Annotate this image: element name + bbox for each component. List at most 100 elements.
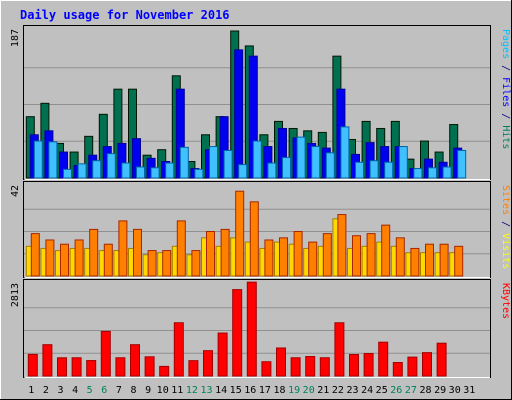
bar-kbytes-day-26 <box>392 362 403 377</box>
bar-sites-day-5 <box>89 228 99 277</box>
bar-sites-day-10 <box>162 250 172 277</box>
x-tick-label-6: 6 <box>101 385 107 396</box>
bar-kbytes-day-19 <box>290 357 301 377</box>
x-tick-label-13: 13 <box>200 385 212 396</box>
y-max-label: 42 <box>10 185 21 197</box>
bar-pages-day-22 <box>340 126 350 179</box>
legend-hits-panel: Pages / Files / Hits <box>500 29 511 149</box>
bar-pages-day-23 <box>355 161 364 179</box>
bar-kbytes-day-5 <box>86 360 97 377</box>
x-tick-label-29: 29 <box>434 385 446 396</box>
bar-kbytes-day-14 <box>217 332 228 377</box>
x-tick-label-25: 25 <box>376 385 388 396</box>
legend-entry: Visits <box>500 233 511 269</box>
bar-pages-day-1 <box>33 140 43 179</box>
bar-sites-day-19 <box>293 231 303 277</box>
bar-kbytes-day-3 <box>57 357 67 377</box>
bar-sites-day-21 <box>322 233 332 277</box>
bar-kbytes-day-12 <box>188 360 199 377</box>
bar-sites-day-8 <box>133 228 142 277</box>
bar-kbytes-day-10 <box>159 365 170 377</box>
bar-kbytes-day-20 <box>305 356 316 377</box>
bar-kbytes-day-24 <box>363 353 374 377</box>
y-max-label: 187 <box>10 29 21 47</box>
bar-pages-day-27 <box>413 168 423 179</box>
chart-panels: 187 Pages / Files / Hits 42 Sites / Visits 2… <box>10 25 511 378</box>
bar-pages-day-18 <box>282 157 291 179</box>
legend-entry: KBytes <box>500 283 511 319</box>
bar-kbytes-day-17 <box>261 361 272 377</box>
bar-sites-day-15 <box>235 190 245 277</box>
bar-kbytes-day-18 <box>276 347 286 377</box>
x-tick-label-28: 28 <box>419 385 431 396</box>
bar-sites-day-30 <box>454 245 464 277</box>
bar-pages-day-11 <box>179 146 189 179</box>
kbytes-panel: 2813 KBytes <box>10 279 511 378</box>
x-tick-label-12: 12 <box>186 385 198 396</box>
x-tick-label-27: 27 <box>405 385 417 396</box>
bar-pages-day-5 <box>92 160 102 179</box>
legend-entry: / <box>500 107 511 125</box>
legend-entry: Sites <box>500 185 511 215</box>
bar-pages-day-15 <box>238 164 248 179</box>
bar-sites-day-23 <box>352 235 361 277</box>
bar-kbytes-day-27 <box>407 356 418 377</box>
x-tick-label-22: 22 <box>332 385 344 396</box>
bar-sites-day-20 <box>308 241 318 277</box>
bar-pages-day-3 <box>63 168 72 179</box>
bar-sites-day-3 <box>60 243 69 277</box>
bar-sites-day-25 <box>381 224 391 277</box>
bar-pages-day-25 <box>384 161 394 179</box>
legend-entry: / <box>500 59 511 77</box>
x-tick-label-18: 18 <box>273 385 285 396</box>
bar-sites-day-27 <box>410 247 420 277</box>
x-tick-label-5: 5 <box>87 385 93 396</box>
bar-sites-day-22 <box>337 214 347 277</box>
bar-kbytes-day-23 <box>349 354 359 377</box>
bar-kbytes-day-1 <box>27 353 38 377</box>
legend-visits-panel: Sites / Visits <box>500 185 511 269</box>
x-tick-label-15: 15 <box>230 385 242 396</box>
bar-sites-day-6 <box>103 243 113 277</box>
x-tick-label-19: 19 <box>288 385 300 396</box>
bar-sites-day-13 <box>206 231 215 277</box>
bar-pages-day-19 <box>296 136 306 179</box>
bar-pages-day-17 <box>267 162 277 179</box>
chart-title: Daily usage for November 2016 <box>20 8 230 22</box>
x-tick-label-2: 2 <box>43 385 49 396</box>
x-tick-label-30: 30 <box>449 385 461 396</box>
x-tick-label-4: 4 <box>72 385 78 396</box>
bar-pages-day-8 <box>136 166 145 179</box>
legend-entry: Files <box>500 77 511 107</box>
bar-sites-day-1 <box>30 233 40 277</box>
legend-entry: / <box>500 215 511 233</box>
bar-kbytes-day-29 <box>436 342 447 377</box>
x-tick-label-16: 16 <box>244 385 256 396</box>
bar-pages-day-30 <box>457 149 467 179</box>
bar-sites-day-14 <box>220 228 230 277</box>
x-tick-label-7: 7 <box>116 385 122 396</box>
bar-pages-day-29 <box>442 166 452 179</box>
x-tick-label-10: 10 <box>157 385 169 396</box>
bar-kbytes-day-11 <box>173 322 184 377</box>
bar-files-day-15 <box>234 49 244 179</box>
bar-kbytes-day-16 <box>246 281 257 377</box>
bar-kbytes-day-28 <box>422 352 432 377</box>
bar-kbytes-day-4 <box>71 357 82 377</box>
bar-sites-day-28 <box>425 243 434 277</box>
bar-sites-day-17 <box>264 239 274 277</box>
bar-kbytes-day-8 <box>130 344 140 377</box>
bar-sites-day-24 <box>366 233 376 277</box>
bar-sites-day-26 <box>395 237 405 277</box>
bar-kbytes-day-15 <box>232 289 243 377</box>
x-tick-label-24: 24 <box>361 385 373 396</box>
bar-sites-day-9 <box>147 250 157 277</box>
bar-pages-day-24 <box>369 160 379 179</box>
x-tick-label-20: 20 <box>303 385 315 396</box>
bar-kbytes-day-25 <box>378 341 389 377</box>
bar-kbytes-day-6 <box>100 330 111 377</box>
x-tick-label-8: 8 <box>130 385 136 396</box>
bar-kbytes-day-21 <box>319 357 330 377</box>
bar-sites-day-12 <box>191 250 201 277</box>
